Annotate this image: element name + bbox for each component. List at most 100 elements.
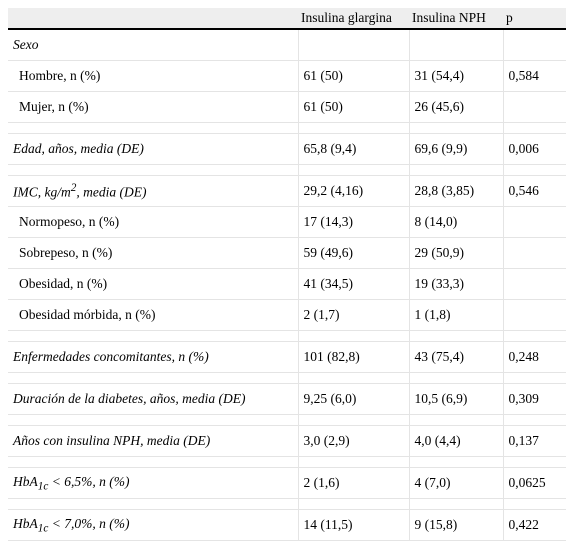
- row-label: Duración de la diabetes, años, media (DE…: [8, 383, 299, 415]
- spacer-cell: [8, 414, 299, 426]
- table-row: IMC, kg/m2, media (DE) 29,2 (4,16) 28,8 (3…: [8, 175, 566, 207]
- table-cell: 29,2 (4,16): [298, 175, 410, 207]
- table-cell: 0,584: [503, 60, 566, 92]
- spacer-cell: [298, 164, 410, 176]
- row-label: Mujer, n (%): [8, 91, 299, 123]
- spacer-cell: [298, 372, 410, 384]
- table-row: Enfermedades concomitantes, n (%) 101 (82…: [8, 341, 566, 373]
- table-cell: 14 (11,5): [298, 509, 410, 541]
- spacer-cell: [409, 330, 504, 342]
- spacer-cell: [298, 414, 410, 426]
- spacer-cell: [409, 414, 504, 426]
- table-row: HbA1c < 7,0%, n (%) 14 (11,5) 9 (15,8) 0,42…: [8, 509, 566, 541]
- row-label: Hombre, n (%): [8, 60, 299, 92]
- table-cell: 4,0 (4,4): [409, 425, 504, 457]
- spacer-cell: [409, 164, 504, 176]
- spacer-row: [8, 456, 566, 468]
- column-header: p: [503, 8, 566, 30]
- table-cell: 2 (1,6): [298, 467, 410, 499]
- spacer-cell: [409, 498, 504, 510]
- spacer-row: [8, 498, 566, 510]
- spacer-cell: [503, 498, 566, 510]
- column-header: Insulina NPH: [409, 8, 503, 30]
- spacer-cell: [298, 330, 410, 342]
- table-row: Normopeso, n (%) 17 (14,3) 8 (14,0): [8, 206, 566, 238]
- table-cell: 9,25 (6,0): [298, 383, 410, 415]
- table-row: Hombre, n (%) 61 (50) 31 (54,4) 0,584: [8, 60, 566, 92]
- table-row: Obesidad, n (%) 41 (34,5) 19 (33,3): [8, 268, 566, 300]
- table-row: HbA1c < 6,5%, n (%) 2 (1,6) 4 (7,0) 0,0625: [8, 467, 566, 499]
- table-cell: 4 (7,0): [409, 467, 504, 499]
- label-part: < 6,5%, n (%): [48, 473, 130, 489]
- spacer-cell: [503, 122, 566, 134]
- spacer-cell: [8, 498, 299, 510]
- spacer-cell: [8, 122, 299, 134]
- spacer-cell: [503, 456, 566, 468]
- table-cell: [503, 91, 566, 123]
- spacer-cell: [298, 498, 410, 510]
- column-header: Insulina glargina: [298, 8, 409, 30]
- row-label: Normopeso, n (%): [8, 206, 299, 238]
- table-row: Sobrepeso, n (%) 59 (49,6) 29 (50,9): [8, 237, 566, 269]
- table-cell: [503, 237, 566, 269]
- row-label: Sobrepeso, n (%): [8, 237, 299, 269]
- table-row: Duración de la diabetes, años, media (DE…: [8, 383, 566, 415]
- spacer-cell: [8, 372, 299, 384]
- table-cell: 101 (82,8): [298, 341, 410, 373]
- row-label: Edad, años, media (DE): [8, 133, 299, 165]
- table-cell: 61 (50): [298, 91, 410, 123]
- table-cell: [503, 299, 566, 331]
- spacer-cell: [298, 122, 410, 134]
- row-label: HbA1c < 7,0%, n (%): [8, 509, 299, 541]
- label-part: < 7,0%, n (%): [48, 515, 130, 531]
- spacer-cell: [8, 456, 299, 468]
- table-cell: 0,248: [503, 341, 566, 373]
- table-row: Años con insulina NPH, media (DE) 3,0 (2,…: [8, 425, 566, 457]
- label-part: HbA: [13, 473, 38, 489]
- spacer-row: [8, 164, 566, 176]
- table-cell: 1 (1,8): [409, 299, 504, 331]
- table-cell: 69,6 (9,9): [409, 133, 504, 165]
- table-row: Sexo: [8, 29, 566, 61]
- table-cell: 9 (15,8): [409, 509, 504, 541]
- label-part: IMC, kg/m: [13, 184, 71, 200]
- table-cell: 10,5 (6,9): [409, 383, 504, 415]
- table-cell: 59 (49,6): [298, 237, 410, 269]
- table-cell: 3,0 (2,9): [298, 425, 410, 457]
- table-row: Obesidad mórbida, n (%) 2 (1,7) 1 (1,8): [8, 299, 566, 331]
- table-cell: 0,0625: [503, 467, 566, 499]
- label-part: HbA: [13, 515, 38, 531]
- spacer-cell: [503, 414, 566, 426]
- table-cell: 65,8 (9,4): [298, 133, 410, 165]
- row-label: Años con insulina NPH, media (DE): [8, 425, 299, 457]
- row-label: Sexo: [8, 29, 299, 61]
- table-cell: 2 (1,7): [298, 299, 410, 331]
- table-cell: 0,006: [503, 133, 566, 165]
- table-cell: [298, 29, 410, 61]
- table-cell: 8 (14,0): [409, 206, 504, 238]
- table-cell: 41 (34,5): [298, 268, 410, 300]
- label-part: , media (DE): [76, 184, 147, 200]
- label-part: 2: [70, 181, 77, 194]
- spacer-cell: [503, 164, 566, 176]
- table-row: Mujer, n (%) 61 (50) 26 (45,6): [8, 91, 566, 123]
- label-part: 1c: [37, 522, 49, 535]
- spacer-row: [8, 330, 566, 342]
- table-cell: 31 (54,4): [409, 60, 504, 92]
- table-cell: [503, 29, 566, 61]
- table-cell: 0,137: [503, 425, 566, 457]
- table-cell: 19 (33,3): [409, 268, 504, 300]
- spacer-row: [8, 414, 566, 426]
- row-label: Obesidad, n (%): [8, 268, 299, 300]
- table-cell: 0,546: [503, 175, 566, 207]
- table-cell: 61 (50): [298, 60, 410, 92]
- spacer-cell: [503, 372, 566, 384]
- table-cell: [503, 206, 566, 238]
- table-row: Edad, años, media (DE) 65,8 (9,4) 69,6 (9,…: [8, 133, 566, 165]
- table-cell: 29 (50,9): [409, 237, 504, 269]
- row-label: HbA1c < 6,5%, n (%): [8, 467, 299, 499]
- spacer-cell: [503, 330, 566, 342]
- spacer-cell: [409, 372, 504, 384]
- table-cell: 26 (45,6): [409, 91, 504, 123]
